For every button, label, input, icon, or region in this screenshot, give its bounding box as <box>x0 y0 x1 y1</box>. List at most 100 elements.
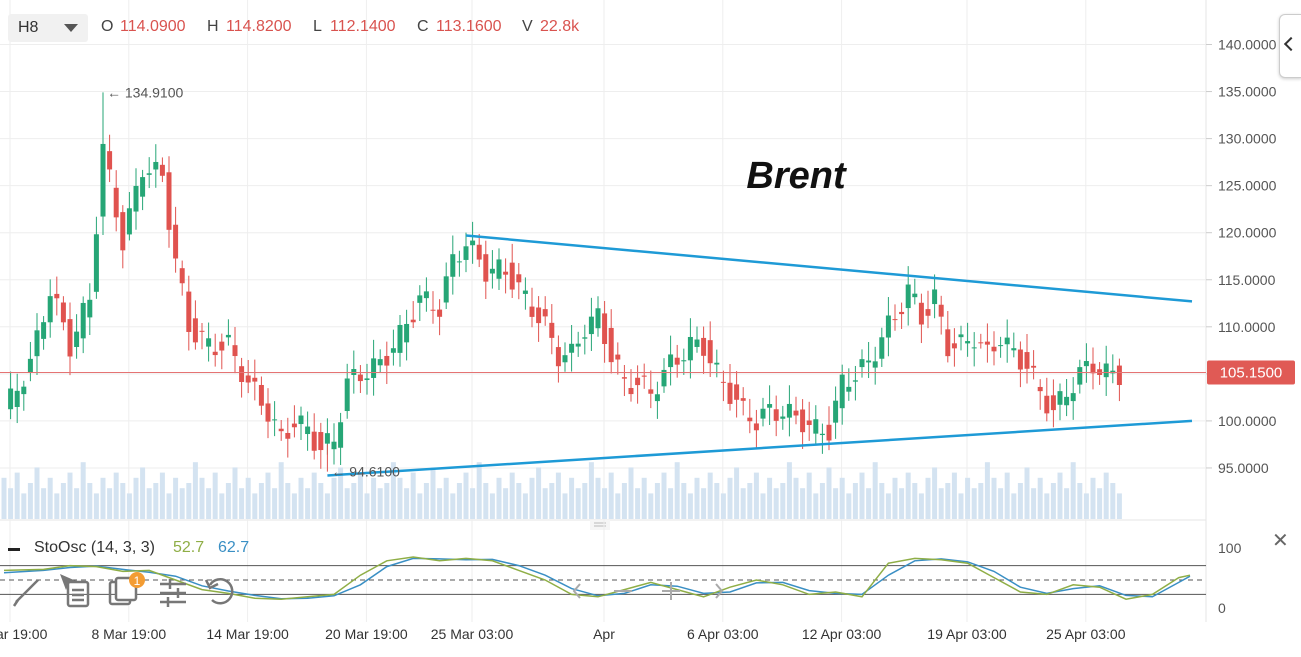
chevron-right-icon[interactable] <box>715 583 724 599</box>
volume-bar <box>925 477 931 519</box>
candle-body <box>140 177 146 197</box>
volume-bar <box>509 472 515 519</box>
candle-body <box>14 390 20 407</box>
trendlines[interactable] <box>327 234 1193 477</box>
chevron-down-icon <box>64 24 78 32</box>
stoch-tick-label: 100 <box>1218 540 1242 556</box>
candle-body <box>397 324 403 353</box>
candle-body <box>1077 367 1083 385</box>
chevron-left-icon[interactable] <box>572 583 581 599</box>
volume-bar <box>800 488 806 519</box>
price-tick-label: 110.0000 <box>1218 319 1276 335</box>
volume-bar <box>681 483 687 519</box>
volume-bar <box>140 467 146 519</box>
volume-bar <box>819 483 825 519</box>
candle-body <box>212 351 218 356</box>
volume-bar <box>1011 493 1017 519</box>
candle-body <box>41 322 47 339</box>
volume-bar <box>998 488 1004 519</box>
candle-body <box>958 334 964 338</box>
stochastic-panel <box>0 556 1206 600</box>
pencil-icon[interactable] <box>12 579 39 607</box>
volume-bar <box>641 477 647 519</box>
candle-body <box>67 319 73 357</box>
volume-bar <box>186 483 192 519</box>
candle-body <box>852 380 858 382</box>
volume-bar <box>621 483 627 519</box>
candle-body <box>668 354 674 368</box>
volume-bar <box>826 467 832 519</box>
candle-body <box>192 318 198 343</box>
candle-body <box>786 403 792 418</box>
volume-bar <box>899 488 905 519</box>
volume-bar <box>397 477 403 519</box>
indicator-d-value: 62.7 <box>218 539 250 556</box>
candle-body <box>384 355 390 366</box>
volume-bar <box>8 488 14 519</box>
volume-bar <box>1037 477 1043 519</box>
candle-body <box>324 433 330 444</box>
candle-body <box>1103 363 1109 378</box>
volume-bar <box>21 493 27 519</box>
volume-bar <box>100 477 106 519</box>
sliders-icon[interactable] <box>160 579 186 607</box>
undo-icon[interactable] <box>204 578 234 605</box>
volume-bar <box>687 493 693 519</box>
close-icon[interactable]: ✕ <box>1272 530 1289 552</box>
volume-bar <box>628 467 634 519</box>
volume-bar <box>476 462 482 519</box>
volume-bar <box>54 493 60 519</box>
volume-bar <box>417 493 423 519</box>
list-icon[interactable] <box>66 580 90 608</box>
candle-body <box>338 422 344 448</box>
trendline-upper <box>465 234 1193 303</box>
candle-body <box>1031 365 1037 368</box>
volume-bar <box>707 472 713 519</box>
candle-body <box>588 316 594 335</box>
time-tick-label: 25 Apr 03:00 <box>1046 626 1126 642</box>
volume-bar <box>311 472 317 519</box>
volume-bar <box>1097 488 1103 519</box>
price-annotation: ← 94.6100 <box>331 464 400 480</box>
candle-body <box>839 374 845 409</box>
timeframe-select[interactable]: H8 <box>8 14 88 42</box>
candle-body <box>430 309 436 311</box>
candle-body <box>621 377 627 379</box>
open-label: O <box>101 18 114 35</box>
volume-bar <box>120 483 126 519</box>
volume-bar <box>166 493 172 519</box>
candle-body <box>423 291 429 299</box>
volume-bar <box>324 493 330 519</box>
volume-bar <box>885 493 891 519</box>
volume-bar <box>133 477 139 519</box>
current-price-badge <box>1207 360 1295 385</box>
volume-label: V <box>522 18 533 35</box>
candle-body <box>1090 363 1096 374</box>
volume-bar <box>648 493 654 519</box>
volume-bar <box>503 488 509 519</box>
candle-body <box>437 309 443 317</box>
candle-body <box>278 428 284 432</box>
candles <box>8 92 1122 472</box>
drawing-badge-count: 1 <box>134 574 141 588</box>
price-tick-label: 95.0000 <box>1218 460 1269 476</box>
candle-body <box>146 173 152 175</box>
candle-body <box>47 296 53 323</box>
minimize-indicator-icon[interactable] <box>8 548 20 551</box>
candle-body <box>496 259 502 279</box>
candle-body <box>133 185 139 212</box>
close-value: 113.1600 <box>436 18 502 35</box>
candle-body <box>443 276 449 303</box>
volume-bar <box>1044 493 1050 519</box>
collapse-panel-button[interactable] <box>1279 14 1301 78</box>
volume-bar <box>364 493 370 519</box>
low-value: 112.1400 <box>330 18 396 35</box>
plus-icon[interactable] <box>662 582 680 600</box>
candle-body <box>456 261 462 263</box>
stoch-k-line <box>3 556 1191 600</box>
volume-bar <box>331 477 337 519</box>
candle-body <box>529 306 535 317</box>
candle-body <box>252 377 258 382</box>
panel-resize-handle[interactable] <box>590 520 610 530</box>
